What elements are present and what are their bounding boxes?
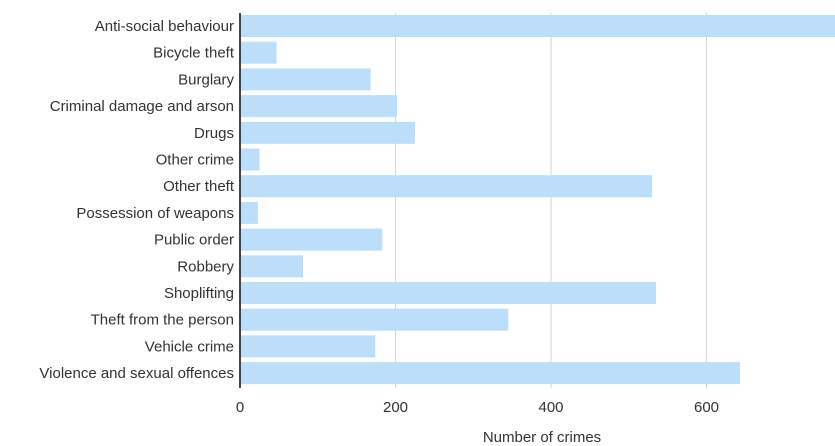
- category-label: Other crime: [156, 152, 234, 169]
- bar-other-crime[interactable]: [240, 148, 260, 171]
- bar-theft-from-the-person[interactable]: [240, 308, 509, 331]
- category-label: Public order: [154, 232, 234, 249]
- grid-lines: [395, 13, 707, 388]
- bar-drugs[interactable]: [240, 121, 415, 144]
- category-label: Anti-social behaviour: [95, 18, 234, 35]
- category-label: Criminal damage and arson: [50, 98, 234, 115]
- bar-burglary[interactable]: [240, 68, 371, 91]
- x-tick-label: 0: [236, 399, 244, 416]
- category-label: Vehicle crime: [145, 338, 234, 355]
- bar-robbery[interactable]: [240, 255, 303, 278]
- x-tick-label: 200: [383, 399, 408, 416]
- category-labels: Anti-social behaviour Bicycle theft Burgla…: [39, 18, 234, 382]
- category-label: Possession of weapons: [76, 205, 234, 222]
- category-label: Bicycle theft: [153, 45, 235, 62]
- x-tick-label: 600: [694, 399, 719, 416]
- category-label: Drugs: [194, 125, 234, 142]
- bar-anti-social-behaviour[interactable]: [240, 15, 835, 37]
- category-label: Violence and sexual offences: [39, 365, 234, 382]
- category-label: Theft from the person: [91, 312, 234, 329]
- bar-bicycle-theft[interactable]: [240, 41, 277, 64]
- bar-criminal-damage-and-arson[interactable]: [240, 95, 398, 118]
- bar-violence-and-sexual-offences[interactable]: [240, 362, 740, 385]
- bars: [240, 15, 835, 385]
- bar-other-theft[interactable]: [240, 175, 653, 198]
- bar-public-order[interactable]: [240, 228, 383, 251]
- x-tick-label: 400: [538, 399, 563, 416]
- x-tick-labels: 0 200 400 600: [236, 399, 719, 416]
- category-label: Robbery: [177, 258, 234, 275]
- category-label: Other theft: [163, 178, 235, 195]
- bar-vehicle-crime[interactable]: [240, 335, 376, 358]
- bar-shoplifting[interactable]: [240, 282, 656, 304]
- x-axis-title: Number of crimes: [483, 429, 601, 446]
- category-label: Shoplifting: [164, 285, 234, 302]
- bar-possession-of-weapons[interactable]: [240, 201, 258, 224]
- category-label: Burglary: [178, 71, 234, 88]
